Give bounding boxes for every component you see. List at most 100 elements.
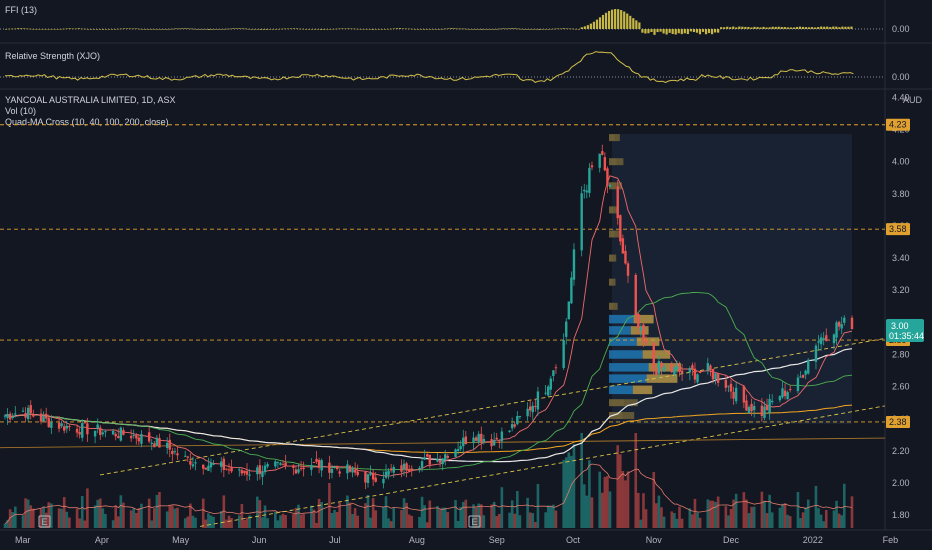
ffi-bar [420, 29, 423, 30]
ffi-bar [801, 26, 805, 29]
volume-bar [392, 507, 396, 528]
candle-body [186, 456, 189, 458]
volume-profile-bar [616, 158, 624, 166]
volume-bar [500, 487, 504, 528]
ffi-bar [777, 26, 780, 29]
candle-body [284, 462, 287, 467]
volume-bar [284, 515, 287, 528]
candle-body [382, 478, 385, 484]
ffi-bar [5, 29, 8, 30]
candle-body [248, 474, 251, 476]
ffi-bar [495, 28, 499, 30]
candle-body [312, 461, 316, 463]
volume-bar [292, 514, 295, 528]
ffi-bar [362, 29, 365, 30]
price-level-label: 4.23 [889, 120, 907, 130]
volume-bar [310, 505, 313, 528]
candle-body [42, 415, 45, 422]
ffi-bar [89, 29, 93, 30]
volume-bar [495, 515, 499, 528]
candle-body [691, 365, 694, 370]
candle-body [572, 249, 576, 280]
volume-bar [11, 512, 15, 528]
volume-bar [44, 512, 48, 528]
ffi-bar [126, 28, 129, 30]
volume-bar [626, 471, 630, 528]
ffi-bar [489, 29, 492, 30]
volume-bar [778, 507, 782, 528]
ffi-bar [595, 19, 599, 29]
ffi-bar [229, 28, 232, 30]
ffi-bar [695, 29, 699, 33]
candle-body [709, 365, 712, 370]
ffi-bar [41, 29, 44, 30]
volume-bar [387, 518, 390, 528]
ffi-bar [532, 29, 535, 30]
ffi-pane[interactable]: FFI (13) 0.00 [0, 5, 910, 35]
candle-body [276, 462, 280, 464]
volume-profile-bar [614, 230, 620, 238]
volume-bar [454, 500, 457, 528]
volume-bar [140, 503, 143, 528]
candle-body [711, 368, 715, 380]
ffi-bar [65, 28, 68, 30]
volume-bar [225, 519, 228, 528]
candle-body [840, 324, 843, 329]
ffi-bar [280, 28, 283, 30]
relative-strength-pane[interactable]: Relative Strength (XJO) 0.00 [0, 51, 910, 83]
candle-body [117, 436, 120, 438]
candle-body [644, 340, 648, 343]
ffi-bar [704, 29, 708, 35]
volume-bar [552, 504, 555, 528]
volume-bar [425, 522, 429, 528]
price-pane[interactable]: YANCOAL AUSTRALIA LIMITED, 1D, ASX Vol (… [0, 92, 924, 528]
volume-bar [369, 517, 372, 528]
volume-bar [219, 511, 223, 528]
ffi-bar [283, 28, 286, 30]
volume-bar [279, 515, 282, 528]
candle-body [696, 374, 699, 383]
ffi-bar [123, 28, 126, 29]
volume-profile-bar [646, 374, 678, 383]
candle-body [673, 367, 676, 375]
volume-bar [482, 515, 486, 528]
ffi-bar [441, 28, 444, 30]
earnings-event-marker[interactable]: E [38, 515, 51, 528]
candle-body [843, 317, 846, 323]
ffi-bar [374, 29, 377, 30]
volume-bar [132, 508, 136, 528]
ffi-bar [277, 28, 280, 30]
volume-bar [531, 513, 535, 528]
candlesticks [3, 144, 854, 490]
candle-body [173, 451, 177, 453]
ffi-bar [783, 27, 786, 29]
volume-ma-line [4, 463, 853, 525]
ffi-bar [804, 27, 808, 29]
ffi-bar [259, 29, 262, 30]
volume-bar [78, 518, 81, 528]
ffi-bar [344, 28, 347, 30]
ffi-bar [226, 28, 229, 30]
ffi-bar [174, 28, 177, 30]
ffi-bar [668, 29, 671, 33]
volume-bar [580, 433, 583, 528]
candle-body [570, 277, 573, 304]
volume-profile-bar [609, 206, 614, 214]
ffi-bar [665, 29, 668, 35]
candle-body [781, 388, 784, 398]
earnings-event-marker[interactable]: E [468, 515, 481, 528]
ffi-bar [450, 28, 453, 29]
ffi-label: FFI (13) [5, 5, 37, 15]
candle-body [477, 433, 480, 443]
candle-body [60, 423, 63, 427]
ffi-bar [459, 28, 462, 30]
candle-body [114, 433, 117, 437]
ffi-bar [114, 28, 117, 30]
volume-bar [670, 511, 674, 528]
volume-bar [353, 508, 357, 528]
volume-bar [546, 505, 550, 528]
volume-bar [176, 507, 179, 528]
candle-body [147, 432, 151, 442]
ffi-bar [323, 29, 326, 30]
